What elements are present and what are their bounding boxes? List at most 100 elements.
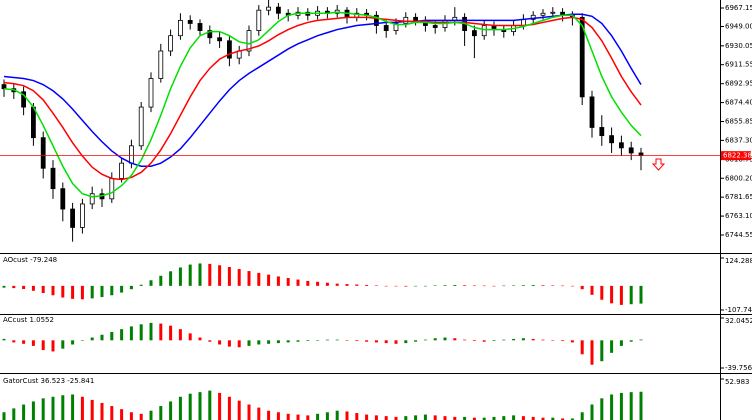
- histogram-bar: [306, 415, 310, 420]
- candle-body: [21, 91, 27, 108]
- histogram-bar: [159, 406, 163, 420]
- histogram-bar: [453, 284, 457, 286]
- histogram-bar: [531, 284, 535, 286]
- histogram-bar: [463, 285, 467, 286]
- histogram-bar: [178, 267, 182, 286]
- candle-body: [579, 16, 585, 98]
- candle-body: [30, 106, 36, 139]
- histogram-bar: [629, 285, 633, 305]
- histogram-bar: [12, 340, 16, 343]
- histogram-bar: [512, 415, 516, 420]
- histogram-bar: [31, 401, 35, 420]
- candle-body: [628, 147, 634, 154]
- histogram-bar: [414, 340, 418, 342]
- candle-body: [373, 14, 379, 26]
- histogram-bar: [384, 416, 388, 420]
- candle-body: [599, 127, 605, 137]
- indicator-line: [3, 13, 642, 167]
- histogram-bar: [2, 412, 6, 420]
- histogram-bar: [31, 340, 35, 346]
- histogram-bar: [345, 411, 349, 420]
- y-tick-label: 32.0452: [725, 317, 752, 325]
- histogram-bar: [551, 340, 555, 341]
- candle-body: [89, 193, 95, 205]
- y-tick-label: 6911.55: [725, 61, 752, 69]
- histogram-bar: [453, 416, 457, 420]
- current-price-tag: [721, 151, 751, 161]
- candle-body: [138, 106, 144, 147]
- candle-body: [275, 6, 281, 14]
- histogram-bar: [619, 340, 623, 346]
- candle-body: [393, 23, 399, 31]
- histogram-bar: [541, 285, 545, 286]
- histogram-bar: [580, 340, 584, 355]
- candle-body: [403, 16, 409, 24]
- histogram-bar: [463, 339, 467, 341]
- histogram-bar: [22, 340, 26, 344]
- histogram-bar: [198, 263, 202, 286]
- histogram-bar: [198, 337, 202, 341]
- histogram-bar: [61, 395, 65, 420]
- histogram-bar: [365, 340, 369, 342]
- histogram-bar: [139, 413, 143, 420]
- candle-body: [217, 37, 223, 42]
- histogram-bar: [71, 340, 75, 345]
- histogram-bar: [521, 416, 525, 420]
- candle-body: [70, 208, 75, 228]
- candle-body: [1, 84, 7, 90]
- histogram-bar: [218, 340, 222, 345]
- candle-body: [266, 6, 272, 11]
- histogram-bar: [374, 415, 378, 420]
- y-tick-label: 6781.65: [725, 193, 752, 201]
- y-tick-label: 6800.20: [725, 174, 752, 182]
- histogram-bar: [443, 416, 447, 420]
- histogram-bar: [169, 325, 173, 341]
- panel-title: AOcust -79.248: [3, 256, 57, 264]
- histogram-bar: [120, 329, 124, 341]
- candle-body: [158, 50, 164, 79]
- histogram-bar: [394, 416, 398, 420]
- histogram-bar: [492, 416, 496, 420]
- histogram-bar: [512, 285, 516, 286]
- candle-body: [589, 96, 595, 128]
- histogram-bar: [129, 285, 133, 290]
- histogram-bar: [139, 284, 143, 286]
- histogram-bar: [90, 337, 94, 341]
- histogram-bar: [472, 417, 476, 420]
- histogram-bar: [129, 326, 133, 341]
- histogram-bar: [629, 340, 633, 342]
- histogram-bar: [276, 276, 280, 286]
- histogram-bar: [600, 285, 604, 300]
- candle-body: [256, 9, 262, 31]
- histogram-bar: [404, 285, 408, 287]
- histogram-bar: [169, 271, 173, 286]
- histogram-bar: [306, 280, 310, 286]
- histogram-bar: [267, 340, 271, 344]
- histogram-bar: [325, 412, 329, 420]
- candle-body: [521, 18, 526, 26]
- histogram-bar: [257, 407, 261, 420]
- candle-body: [638, 152, 644, 157]
- y-tick-label: 52.983: [725, 378, 750, 386]
- histogram-bar: [570, 340, 574, 343]
- histogram-bar: [237, 400, 241, 420]
- histogram-bar: [110, 331, 114, 341]
- histogram-bar: [355, 284, 359, 286]
- histogram-bar: [423, 339, 427, 341]
- histogram-bar: [139, 324, 143, 341]
- histogram-bar: [51, 285, 55, 296]
- histogram-bar: [414, 285, 418, 287]
- histogram-bar: [80, 285, 84, 300]
- indicator-line: [3, 16, 642, 181]
- histogram-bar: [208, 263, 212, 286]
- histogram-bar: [570, 285, 574, 287]
- histogram-bar: [159, 275, 163, 286]
- histogram-bar: [120, 285, 124, 293]
- histogram-bar: [149, 410, 153, 420]
- histogram-bar: [178, 329, 182, 341]
- candle-body: [619, 142, 624, 149]
- histogram-bar: [325, 282, 329, 286]
- candle-body: [530, 14, 536, 20]
- histogram-bar: [276, 340, 280, 344]
